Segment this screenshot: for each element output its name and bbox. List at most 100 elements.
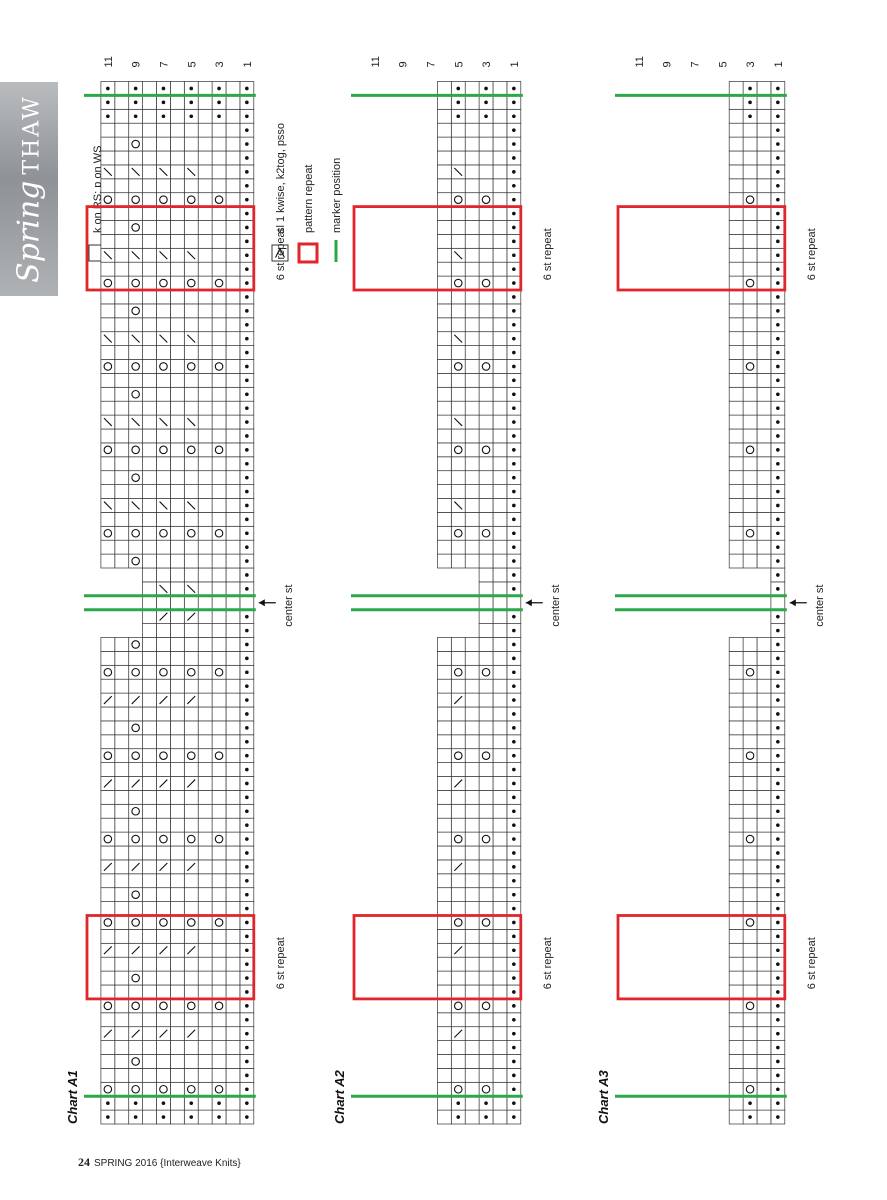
pattern-repeat-box <box>352 205 523 292</box>
chart-cell <box>478 247 494 263</box>
chart-cell <box>450 706 466 722</box>
yarn-over-icon <box>453 667 463 677</box>
chart-cell <box>156 567 171 583</box>
chart-cell <box>170 484 185 499</box>
chart-cell <box>464 970 480 986</box>
chart-cell <box>478 553 494 569</box>
purl-dot-icon <box>776 267 780 271</box>
chart-cell <box>211 456 227 472</box>
chart-cell <box>197 247 213 263</box>
purl-dot-icon <box>776 726 780 730</box>
chart-cell <box>100 845 116 861</box>
purl-dot-icon <box>245 587 249 591</box>
chart-cell <box>478 122 494 138</box>
yarn-over-icon <box>481 528 491 538</box>
chart-cell <box>170 95 185 110</box>
chart-cell <box>756 776 772 791</box>
purl-dot-icon <box>776 170 780 174</box>
chart-cell <box>100 442 116 458</box>
ssk-icon <box>159 167 168 177</box>
chart-cell <box>742 845 758 861</box>
chart-cell <box>756 81 772 96</box>
chart-cell <box>114 651 130 666</box>
chart-cell <box>756 261 772 277</box>
chart-cell <box>211 623 227 638</box>
ssk-icon <box>159 250 168 260</box>
chart-cell <box>170 720 185 736</box>
purl-dot-icon <box>245 559 249 563</box>
chart-cell <box>756 108 772 124</box>
k2tog-icon <box>131 1029 140 1038</box>
chart-cell <box>742 303 758 319</box>
yarn-over-icon <box>453 195 463 204</box>
chart-cell <box>742 525 758 541</box>
purl-dot-icon <box>748 1101 752 1105</box>
chart-cell <box>478 414 494 430</box>
chart-cell <box>100 289 116 305</box>
yarn-over-icon <box>745 918 755 927</box>
chart-cell <box>492 942 508 958</box>
chart-cell <box>437 664 452 680</box>
chart-cell <box>756 1054 772 1069</box>
chart-cell <box>170 359 185 374</box>
k2tog-icon <box>103 779 113 788</box>
yarn-over-icon <box>453 918 463 927</box>
chart-cell <box>156 706 171 722</box>
chart-cell <box>492 247 508 263</box>
chart-cell <box>225 1026 241 1041</box>
chart-cell <box>464 359 480 374</box>
chart-cell <box>128 956 143 972</box>
chart-cell <box>728 206 744 221</box>
chart-cell <box>492 595 508 611</box>
chart-cell <box>478 873 494 889</box>
chart-cell <box>128 386 143 402</box>
ssk-icon <box>453 334 463 343</box>
chart-cell <box>170 1040 185 1055</box>
chart-cell <box>100 873 116 889</box>
chart-cell <box>728 539 744 555</box>
purl-dot-icon <box>245 1031 249 1036</box>
chart-cell <box>183 817 199 833</box>
chart-cell <box>170 748 185 763</box>
chart-cell <box>437 108 452 124</box>
chart-cell <box>156 762 171 777</box>
chart-cell <box>100 456 116 472</box>
chart-cell <box>156 220 171 235</box>
chart-cell <box>464 1026 480 1041</box>
chart-cell <box>142 150 157 166</box>
chart-cell <box>142 1026 157 1041</box>
chart-cell <box>183 970 199 986</box>
chart-cell <box>100 122 116 138</box>
purl-dot-icon <box>512 781 516 786</box>
chart-cell <box>142 1054 157 1069</box>
chart-cell <box>728 400 744 416</box>
chart-cell <box>728 873 744 889</box>
chart-cell <box>197 512 213 527</box>
chart-cell <box>142 359 157 374</box>
chart-cell <box>100 1068 116 1083</box>
chart-cell <box>756 136 772 152</box>
purl-dot-icon <box>512 962 516 966</box>
row-number-1: 1 <box>773 61 785 67</box>
chart-cell <box>183 150 199 166</box>
chart-cell <box>478 373 494 388</box>
chart-cell <box>742 331 758 346</box>
yarn-over-icon <box>214 834 224 844</box>
purl-dot-icon <box>776 281 780 285</box>
purl-dot-icon <box>748 100 752 105</box>
chart-cell <box>478 206 494 221</box>
purl-dot-icon <box>245 309 249 313</box>
chart-cell <box>450 512 466 527</box>
chart-cell <box>464 512 480 527</box>
chart-cell <box>156 637 171 652</box>
chart-cell <box>142 734 157 750</box>
purl-dot-icon <box>245 295 249 299</box>
chart-cell <box>756 456 772 472</box>
chart-cell <box>197 525 213 541</box>
chart-cell <box>183 178 199 194</box>
chart-cell <box>197 303 213 319</box>
chart-cell <box>211 664 227 680</box>
chart-cell <box>197 359 213 374</box>
chart-cell <box>183 595 199 611</box>
chart-cell <box>437 637 452 652</box>
